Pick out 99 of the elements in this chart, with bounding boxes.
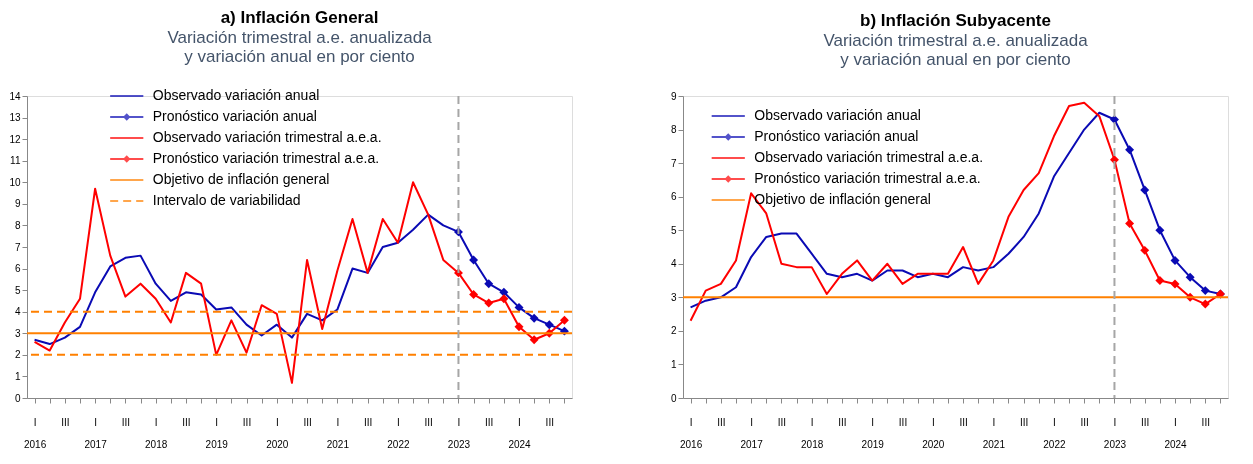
- x-tick-label: III: [959, 416, 968, 428]
- point: [499, 287, 509, 297]
- x-tick-label: I 2024: [508, 416, 532, 450]
- point: [1125, 145, 1135, 155]
- y-tick-label: 14: [9, 90, 21, 102]
- y-tick-label: 3: [670, 291, 677, 303]
- x-tick-label: I 2024: [1164, 416, 1188, 450]
- y-tick-label: 2: [14, 349, 21, 361]
- y-tick-label: 7: [670, 157, 677, 169]
- point: [1155, 276, 1165, 286]
- point: [499, 294, 509, 304]
- point: [529, 335, 539, 345]
- chart-title: a) Inflación General: [220, 8, 379, 27]
- x-tick-label: I 2020: [266, 416, 289, 450]
- x-tick-label: I 2020: [922, 416, 945, 450]
- x-tick-label: III: [545, 416, 554, 428]
- x-tick-label: III: [1201, 416, 1210, 428]
- y-tick-label: 0: [670, 392, 677, 404]
- y-tick-label: 4: [670, 258, 677, 270]
- x-tick-label: III: [1019, 416, 1029, 428]
- x-tick-label: I 2018: [145, 416, 168, 450]
- point: [1185, 272, 1195, 282]
- point: [529, 313, 539, 323]
- x-tick-label: I 2019: [861, 416, 885, 450]
- point: [514, 322, 524, 332]
- y-tick-label: 0: [14, 392, 21, 404]
- y-tick-label: 8: [670, 124, 677, 136]
- point: [1200, 286, 1210, 296]
- point: [469, 289, 479, 299]
- y-tick-label: 1: [670, 358, 677, 370]
- point: [1170, 279, 1180, 289]
- y-tick-label: 2: [670, 325, 677, 337]
- y-tick-label: 10: [9, 176, 21, 188]
- x-tick-label: I 2016: [23, 416, 47, 450]
- x-tick-label: III: [303, 416, 312, 428]
- x-tick-label: III: [777, 416, 787, 428]
- legend-label: Observado variación anual: [152, 87, 320, 103]
- x-tick-label: III: [61, 416, 70, 428]
- y-tick-label: 9: [14, 198, 21, 210]
- y-tick-label: 12: [9, 133, 21, 145]
- x-tick-label: III: [717, 416, 726, 428]
- x-tick-label: III: [1141, 416, 1150, 428]
- y-tick-label: 6: [14, 263, 21, 275]
- x-tick-label: I 2022: [387, 416, 410, 450]
- x-tick-label: III: [242, 416, 252, 428]
- y-tick-label: 1: [14, 370, 21, 382]
- point: [1155, 225, 1165, 235]
- x-tick-label: I 2022: [1043, 416, 1066, 450]
- legend-label: Objetivo de inflación general: [754, 191, 931, 207]
- legend-label: Pronóstico variación trimestral a.e.a.: [754, 170, 981, 186]
- x-tick-label: III: [838, 416, 847, 428]
- x-tick-label: I 2023: [447, 416, 471, 450]
- x-tick-label: I 2019: [205, 416, 229, 450]
- point: [469, 255, 479, 265]
- legend-label: Observado variación anual: [754, 107, 921, 123]
- y-tick-label: 5: [14, 284, 21, 296]
- point: [1140, 185, 1150, 195]
- x-tick-label: III: [424, 416, 433, 428]
- legend-label: Objetivo de inflación general: [152, 171, 330, 187]
- y-tick-label: 7: [14, 241, 21, 253]
- point: [514, 302, 524, 312]
- x-tick-label: I 2017: [740, 416, 764, 450]
- point: [1170, 255, 1180, 265]
- point: [544, 320, 554, 330]
- x-tick-label: III: [485, 416, 494, 428]
- x-tick-label: III: [1080, 416, 1089, 428]
- y-tick-label: 6: [670, 191, 677, 203]
- legend-label: Intervalo de variabilidad: [152, 192, 301, 208]
- x-tick-label: III: [363, 416, 373, 428]
- legend-label: Observado variación trimestral a.e.a.: [152, 129, 382, 145]
- x-tick-label: I 2018: [801, 416, 824, 450]
- legend-label: Pronóstico variación trimestral a.e.a.: [152, 150, 380, 166]
- point: [559, 315, 569, 325]
- point: [484, 279, 494, 289]
- x-tick-label: I 2021: [982, 416, 1006, 450]
- y-tick-label: 3: [14, 327, 21, 339]
- chart-subtitle: Variación trimestral a.e. anualizada y variación anual en por ciento: [823, 31, 1089, 69]
- y-tick-label: 13: [9, 112, 21, 124]
- legend-label: Pronóstico variación anual: [754, 128, 919, 144]
- x-tick-label: I 2023: [1103, 416, 1127, 450]
- x-tick-label: III: [898, 416, 908, 428]
- legend-label: Observado variación trimestral a.e.a.: [754, 149, 984, 165]
- y-tick-label: 4: [14, 306, 21, 318]
- point: [1140, 245, 1150, 255]
- x-tick-label: I 2017: [84, 416, 108, 450]
- chart-subtitle: Variación trimestral a.e. anualizada y variación anual en por ciento: [167, 28, 433, 66]
- x-tick-label: I 2021: [326, 416, 350, 450]
- x-tick-label: I 2016: [679, 416, 703, 450]
- y-tick-label: 5: [670, 224, 677, 236]
- point: [1125, 219, 1135, 228]
- point: [1200, 299, 1210, 309]
- point: [484, 298, 494, 308]
- y-tick-label: 9: [670, 90, 677, 102]
- chart-title: b) Inflación Subyacente: [860, 11, 1051, 30]
- x-tick-label: III: [182, 416, 191, 428]
- y-tick-label: 8: [14, 219, 21, 231]
- legend-label: Pronóstico variación anual: [152, 108, 317, 124]
- x-tick-label: III: [121, 416, 131, 428]
- y-tick-label: 11: [10, 155, 21, 167]
